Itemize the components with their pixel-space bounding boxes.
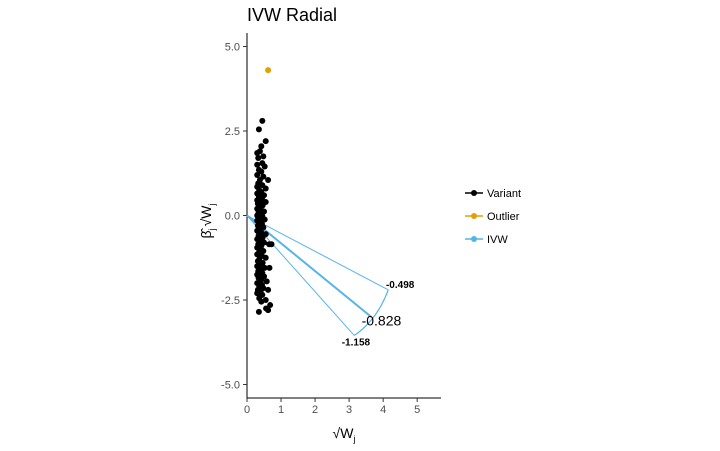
variant-point (258, 276, 265, 283)
variant-point (254, 161, 261, 168)
variant-point (261, 216, 268, 223)
x-tick-label: 0 (244, 404, 250, 416)
legend: Variant Outlier IVW (465, 188, 521, 246)
legend-label: Variant (487, 188, 521, 200)
y-tick-label: 5.0 (225, 42, 240, 54)
x-tick-label: 5 (414, 404, 420, 416)
variant-point (262, 254, 269, 261)
variant-point (262, 138, 269, 145)
variant-point (260, 153, 267, 160)
legend-label: Outlier (487, 211, 520, 223)
variant-point (256, 148, 263, 155)
variant-point (266, 264, 273, 271)
y-axis-title: β̂j√Wj (198, 204, 217, 239)
variant-point (258, 168, 265, 175)
y-tick-label: -2.5 (221, 295, 240, 307)
chart-title: IVW Radial (247, 5, 337, 25)
x-tick-label: 3 (346, 404, 352, 416)
y-tick-label: 0.0 (225, 211, 240, 223)
variant-point (258, 143, 265, 150)
outlier-point (265, 67, 272, 74)
annotation-label: -0.828 (362, 312, 402, 328)
x-tick-label: 4 (380, 404, 386, 416)
variant-point (254, 290, 261, 297)
variant-point (255, 155, 262, 162)
variant-point (263, 278, 270, 285)
variant-point (267, 302, 274, 309)
variant-point (265, 286, 272, 293)
ivw-confidence-arc (353, 289, 389, 336)
annotation-label: -0.498 (386, 280, 415, 291)
variant-point (254, 171, 261, 178)
data-marks (246, 67, 389, 336)
variant-point (254, 251, 261, 258)
legend-key-dot (471, 236, 477, 242)
variant-point (255, 308, 262, 315)
legend-label: IVW (487, 234, 508, 246)
variant-point (265, 307, 272, 314)
annotations: -0.498 -0.828 -1.158 (342, 280, 415, 348)
ivw-upper-line (246, 215, 389, 291)
variant-point (265, 177, 272, 184)
variant-point (255, 126, 262, 133)
x-axis-title-text: √Wj (333, 425, 356, 444)
y-tick-label: -5.0 (221, 379, 240, 391)
variant-point (258, 298, 265, 305)
variant-point (261, 163, 268, 170)
y-axis-title-text: β̂j√Wj (198, 204, 217, 239)
x-axis-title: √Wj (333, 425, 356, 444)
y-tick-label: 2.5 (225, 126, 240, 138)
legend-key-dot (471, 213, 477, 219)
x-tick-label: 2 (312, 404, 318, 416)
variant-point (262, 185, 269, 192)
x-tick-label: 1 (278, 404, 284, 416)
variant-point (259, 117, 266, 124)
axes: 5.0 2.5 0.0 -2.5 -5.0 0 1 2 3 4 5 (221, 33, 441, 416)
legend-key-dot (471, 190, 477, 196)
variant-point (268, 241, 275, 248)
annotation-label: -1.158 (342, 338, 371, 349)
